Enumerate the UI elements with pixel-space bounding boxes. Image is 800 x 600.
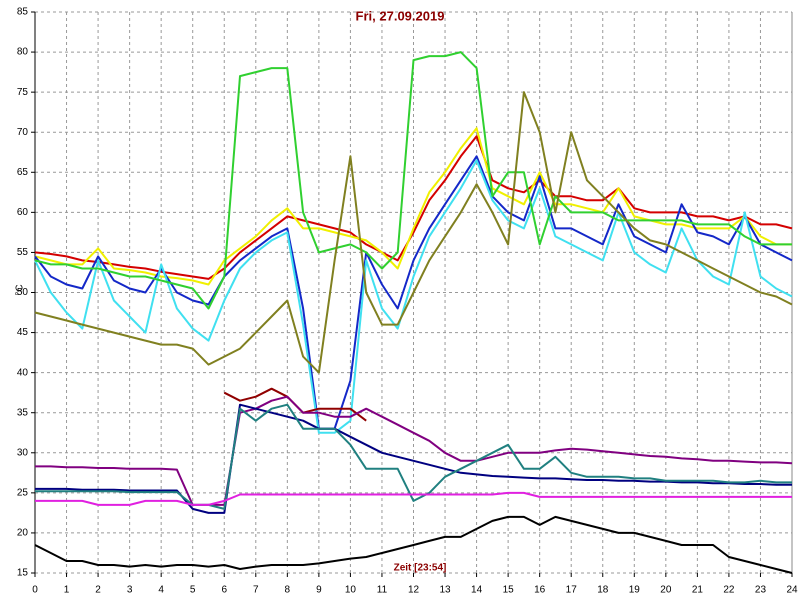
x-tick-label: 19: [629, 585, 641, 596]
y-tick-label: 75: [17, 87, 29, 98]
y-tick-label: 15: [17, 568, 29, 579]
x-tick-label: 9: [316, 585, 322, 596]
x-tick-label: 15: [503, 585, 515, 596]
x-tick-label: 13: [439, 585, 451, 596]
series-line: [34, 515, 793, 574]
x-tick-label: 8: [285, 585, 291, 596]
y-tick-label: 85: [17, 7, 29, 18]
x-tick-label: 3: [127, 585, 133, 596]
chart-title: Fri, 27.09.2019: [356, 8, 445, 23]
y-tick-label: 55: [17, 247, 29, 258]
x-tick-label: 0: [32, 585, 38, 596]
series-line: [34, 135, 793, 280]
y-tick-label: 30: [17, 447, 29, 458]
y-axis-label: °C: [15, 284, 26, 295]
lines: [34, 51, 793, 574]
annotation: Zeit [23:54]: [394, 563, 447, 574]
grid: [34, 11, 793, 574]
x-tick-label: 16: [534, 585, 546, 596]
y-tick-label: 20: [17, 528, 29, 539]
x-tick-label: 21: [692, 585, 704, 596]
series-line: [34, 159, 793, 434]
x-tick-label: 1: [64, 585, 70, 596]
series-line: [35, 403, 792, 510]
y-tick-label: 45: [17, 327, 29, 338]
x-tick-label: 10: [345, 585, 357, 596]
x-tick-label: 5: [190, 585, 196, 596]
y-tick-label: 35: [17, 407, 29, 418]
y-tick-label: 60: [17, 207, 29, 218]
series-line: [35, 491, 792, 506]
series-line: [35, 395, 793, 506]
y-tick-label: 40: [17, 367, 29, 378]
x-tick-label: 23: [755, 585, 767, 596]
series-line: [34, 51, 792, 310]
series-line: [34, 127, 792, 286]
x-tick-label: 12: [408, 585, 420, 596]
x-tick-label: 17: [566, 585, 578, 596]
x-tick-label: 20: [660, 585, 672, 596]
y-tick-label: 70: [17, 127, 29, 138]
x-tick-label: 11: [377, 585, 388, 596]
x-tick-label: 24: [786, 585, 798, 596]
y-tick-label: 50: [17, 287, 29, 298]
y-tick-label: 80: [17, 47, 29, 58]
x-tick-label: 7: [253, 585, 259, 596]
x-tick-label: 6: [221, 585, 227, 596]
x-tick-label: 22: [723, 585, 735, 596]
x-tick-label: 4: [158, 585, 164, 596]
y-tick-label: 65: [17, 167, 29, 178]
x-tick-label: 14: [471, 585, 483, 596]
series-line: [34, 91, 793, 374]
y-tick-label: 25: [17, 487, 29, 498]
x-tick-label: 2: [95, 585, 101, 596]
x-tick-label: 18: [597, 585, 609, 596]
